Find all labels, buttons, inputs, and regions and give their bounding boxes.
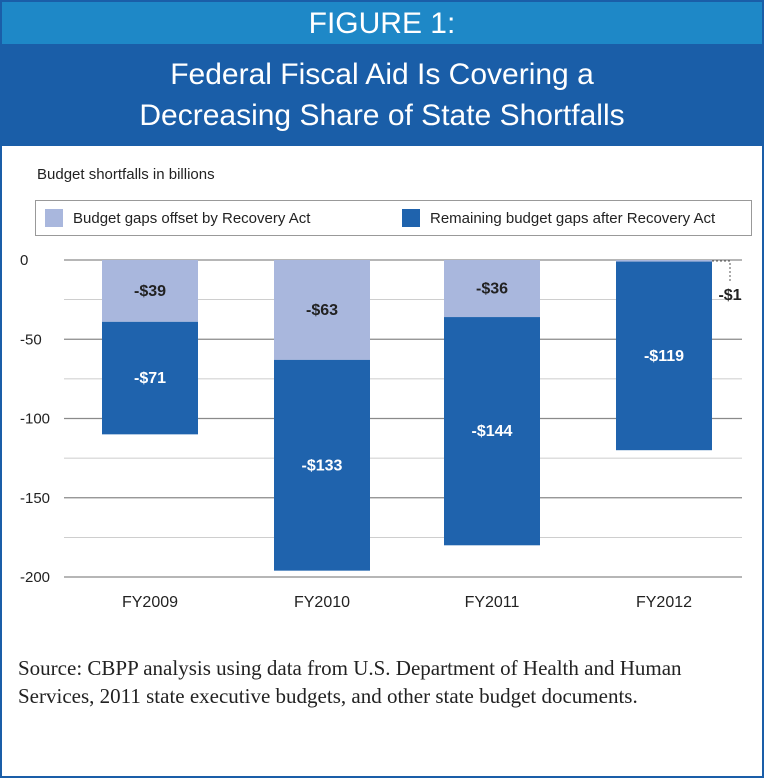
legend-label-remaining: Remaining budget gaps after Recovery Act bbox=[430, 209, 716, 227]
y-tick-label: 0 bbox=[20, 252, 28, 269]
x-tick-label: FY2010 bbox=[294, 594, 350, 611]
y-tick-label: -50 bbox=[20, 331, 42, 348]
title-band: Federal Fiscal Aid Is Covering a Decreas… bbox=[2, 44, 762, 146]
legend-item-offset: Budget gaps offset by Recovery Act bbox=[45, 209, 310, 227]
bar-segment-remaining bbox=[616, 261, 712, 451]
data-label: -$36 bbox=[476, 281, 508, 298]
legend-swatch-offset bbox=[45, 209, 63, 227]
y-axis-caption: Budget shortfalls in billions bbox=[37, 166, 215, 183]
chart-title-line-2: Decreasing Share of State Shortfalls bbox=[139, 99, 625, 132]
bar-segment-remaining bbox=[444, 317, 540, 546]
bar-segment-offset bbox=[102, 260, 198, 322]
data-label: -$39 bbox=[134, 283, 166, 300]
bar-segment-offset bbox=[616, 260, 712, 262]
stacked-bar-chart: 0 -50 -100 -150 -200 -$39 -$71 FY2009 -$63 -$133 F… bbox=[20, 252, 742, 611]
data-label: -$144 bbox=[472, 423, 513, 440]
figure-label-band: FIGURE 1: bbox=[2, 2, 762, 44]
data-label: -$1 bbox=[718, 287, 741, 304]
bar-segment-offset bbox=[444, 260, 540, 318]
data-label: -$63 bbox=[306, 302, 338, 319]
y-tick-label: -100 bbox=[20, 411, 50, 428]
data-label: -$71 bbox=[134, 370, 166, 387]
y-tick-label: -200 bbox=[20, 569, 50, 586]
legend: Budget gaps offset by Recovery Act Remai… bbox=[35, 200, 752, 236]
data-label: -$133 bbox=[302, 457, 343, 474]
y-tick-label: -150 bbox=[20, 490, 50, 507]
bar-segment-remaining bbox=[274, 359, 370, 571]
bar-segment-remaining bbox=[102, 321, 198, 435]
legend-label-offset: Budget gaps offset by Recovery Act bbox=[73, 209, 311, 227]
legend-swatch-remaining bbox=[402, 209, 420, 227]
source-note: Source: CBPP analysis using data from U.… bbox=[18, 656, 682, 708]
x-tick-label: FY2009 bbox=[122, 594, 178, 611]
leader-line bbox=[712, 260, 731, 282]
bar-segment-offset bbox=[274, 260, 370, 360]
data-label: -$119 bbox=[644, 348, 684, 365]
x-tick-label: FY2012 bbox=[636, 594, 692, 611]
figure-label: FIGURE 1: bbox=[308, 6, 456, 40]
x-tick-label: FY2011 bbox=[465, 594, 520, 611]
legend-item-remaining: Remaining budget gaps after Recovery Act bbox=[402, 209, 715, 227]
chart-title-line-1: Federal Fiscal Aid Is Covering a bbox=[170, 58, 594, 91]
